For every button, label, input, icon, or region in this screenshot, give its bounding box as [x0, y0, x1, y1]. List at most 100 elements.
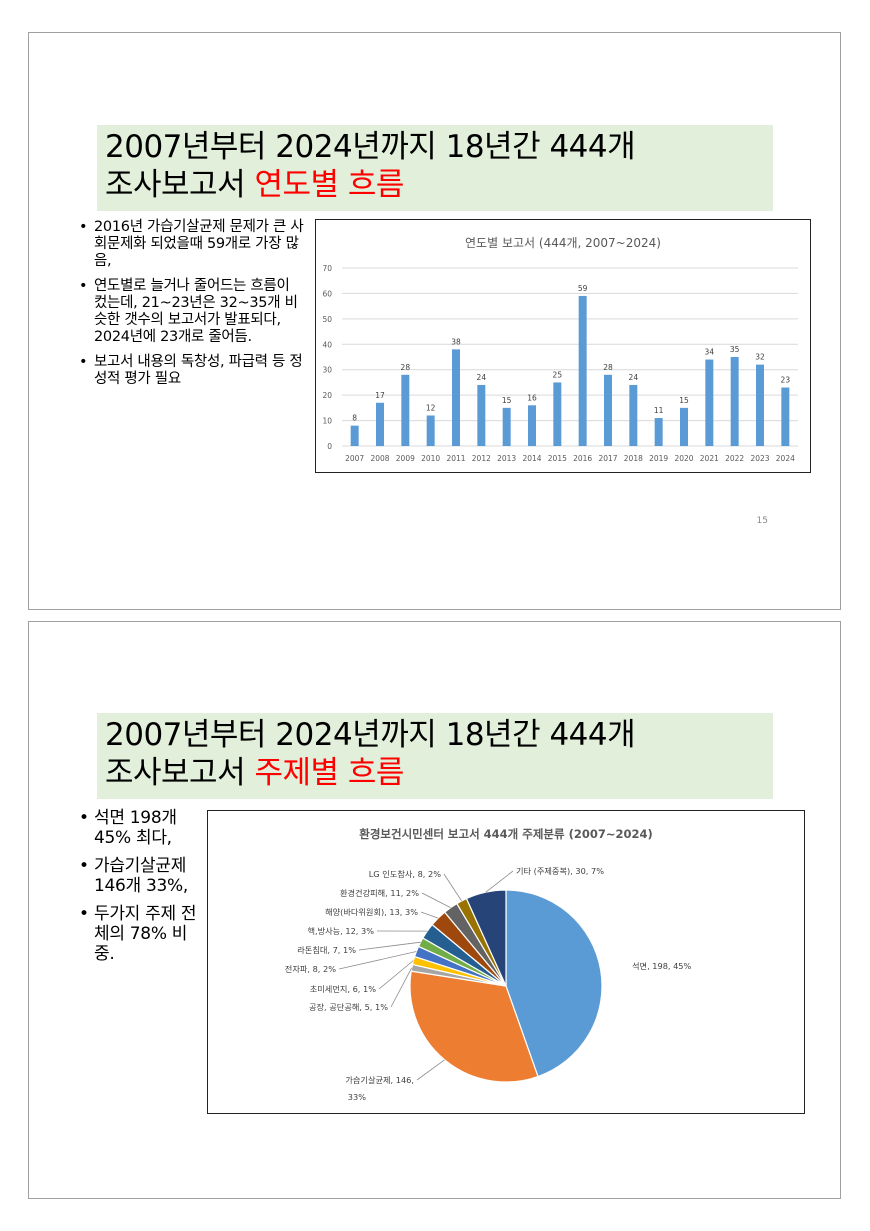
pie-slice	[465, 889, 507, 987]
bar	[528, 405, 536, 446]
leader-line	[358, 941, 421, 951]
bar	[426, 415, 435, 446]
slice-label: 해양(바다위원회), 13, 3%	[325, 907, 418, 917]
bullet-list: 2016년 가습기살균제 문제가 큰 사회문제화 되었을때 59개로 가장 많음…	[79, 219, 304, 396]
x-tick-label: 2013	[497, 454, 516, 463]
data-label: 12	[426, 403, 436, 412]
slice-label-line: 33%	[348, 1092, 366, 1102]
leader-line	[485, 870, 514, 893]
data-label: 24	[629, 373, 639, 382]
bar	[781, 387, 790, 446]
x-tick-label: 2015	[548, 454, 567, 463]
slice-label: 환경건강피해, 11, 2%	[340, 888, 419, 898]
x-tick-label: 2009	[396, 454, 415, 463]
bar-chart-svg: 연도별 보고서 (444개, 2007~2024) 0 10 20 30 40 50 60 70…	[322, 236, 798, 463]
slice-label: 라돈침대, 7, 1%	[297, 945, 356, 955]
y-tick-label: 60	[322, 289, 332, 298]
bar	[730, 357, 739, 446]
leader-line	[443, 873, 462, 902]
page-number: 15	[756, 516, 768, 526]
pie-slice	[409, 970, 539, 1083]
x-tick-label: 2010	[421, 454, 440, 463]
slide-topics: 2007년부터 2024년까지 18년간 444개 조사보고서 주제별 흐름 석…	[28, 621, 841, 1199]
leader-line	[378, 960, 414, 990]
bar	[452, 349, 460, 446]
pie-chart-svg: 환경보건시민센터 보고서 444개 주제분류 (2007~2024) 석면, 19…	[285, 827, 692, 1102]
leader-line	[416, 1059, 445, 1081]
slide-title: 2007년부터 2024년까지 18년간 444개 조사보고서 주제별 흐름	[97, 713, 773, 799]
x-tick-label: 2011	[446, 454, 465, 463]
title-line-1: 2007년부터 2024년까지 18년간 444개	[105, 717, 636, 753]
bullet-list: 석면 198개 45% 최다, 가습기살균제 146개 33%, 두가지 주제 …	[79, 808, 197, 972]
x-tick-label: 2016	[573, 454, 592, 463]
data-label: 32	[755, 353, 765, 362]
slice-label: 핵,방사능, 12, 3%	[307, 926, 374, 936]
data-label: 8	[352, 414, 357, 423]
title-line-2: 조사보고서 연도별 흐름	[105, 167, 404, 203]
bar	[756, 364, 764, 446]
data-label: 23	[781, 376, 791, 385]
slice-label: 석면, 198, 45%	[632, 961, 692, 971]
bullet-item: 두가지 주제 전체의 78% 비중.	[79, 904, 197, 964]
bar	[502, 407, 511, 446]
slice-label: 기타 (주제중복), 30, 7%	[516, 866, 604, 876]
leader-line	[390, 967, 413, 1008]
x-tick-label: 2012	[472, 454, 491, 463]
chart-title: 환경보건시민센터 보고서 444개 주제분류 (2007~2024)	[359, 827, 652, 841]
data-label: 11	[654, 406, 664, 415]
x-tick-label: 2008	[370, 454, 389, 463]
data-label: 25	[553, 370, 563, 379]
bar-chart: 연도별 보고서 (444개, 2007~2024) 0 10 20 30 40 50 60 70…	[315, 219, 811, 473]
bar	[680, 407, 688, 446]
data-label: 28	[603, 363, 613, 372]
bar	[553, 382, 562, 446]
bullet-item: 가습기살균제 146개 33%,	[79, 856, 197, 896]
y-tick-label: 70	[322, 264, 332, 273]
x-tick-label: 2023	[750, 454, 769, 463]
slide-yearly: 2007년부터 2024년까지 18년간 444개 조사보고서 연도별 흐름 2…	[28, 32, 841, 610]
bar	[477, 384, 486, 446]
bar	[376, 402, 384, 446]
x-tick-label: 2024	[776, 454, 795, 463]
y-tick-label: 20	[322, 391, 332, 400]
data-label: 16	[527, 393, 537, 402]
leader-line	[421, 892, 451, 908]
x-tick-label: 2014	[522, 454, 541, 463]
title-red-part: 주제별 흐름	[254, 755, 404, 791]
slice-label: 전자파, 8, 2%	[285, 964, 336, 974]
slice-label: 초미세먼지, 6, 1%	[310, 984, 376, 994]
y-tick-label: 10	[322, 417, 332, 426]
y-tick-label: 0	[327, 442, 332, 451]
bullet-item: 2016년 가습기살균제 문제가 큰 사회문제화 되었을때 59개로 가장 많음…	[79, 219, 304, 270]
x-tick-label: 2021	[700, 454, 719, 463]
pie-chart: 환경보건시민센터 보고서 444개 주제분류 (2007~2024) 석면, 19…	[207, 810, 805, 1114]
data-label: 15	[502, 396, 512, 405]
x-tick-label: 2007	[345, 454, 364, 463]
pie-slice	[505, 889, 603, 1078]
leader-line	[420, 911, 439, 919]
bar	[401, 374, 410, 446]
bullet-item: 보고서 내용의 독창성, 파급력 등 정성적 평가 필요	[79, 354, 304, 388]
title-line-1: 2007년부터 2024년까지 18년간 444개	[105, 129, 636, 165]
bar	[604, 374, 612, 446]
data-label: 17	[375, 391, 385, 400]
title-black-part: 조사보고서	[105, 167, 255, 203]
data-label: 15	[679, 396, 689, 405]
chart-title: 연도별 보고서 (444개, 2007~2024)	[465, 236, 661, 250]
slice-label: LG 인도참사, 8, 2%	[369, 869, 441, 879]
slice-label: 공장, 공단공해, 5, 1%	[309, 1002, 388, 1012]
y-tick-label: 40	[322, 340, 332, 349]
bar	[578, 295, 587, 446]
bar	[350, 425, 359, 446]
leader-line	[338, 951, 417, 970]
title-red-part: 연도별 흐름	[254, 167, 404, 203]
slice-label: 가습기살균제, 146, 33%	[345, 1075, 414, 1102]
title-black-part: 조사보고서	[105, 755, 255, 791]
data-label: 38	[451, 337, 461, 346]
data-label: 35	[730, 345, 740, 354]
bar	[654, 418, 663, 446]
x-tick-label: 2019	[649, 454, 668, 463]
data-label: 34	[705, 348, 715, 357]
bullet-item: 연도별로 늘거나 줄어드는 흐름이 컸는데, 21~23년은 32~35개 비슷…	[79, 278, 304, 346]
title-line-2: 조사보고서 주제별 흐름	[105, 755, 404, 791]
